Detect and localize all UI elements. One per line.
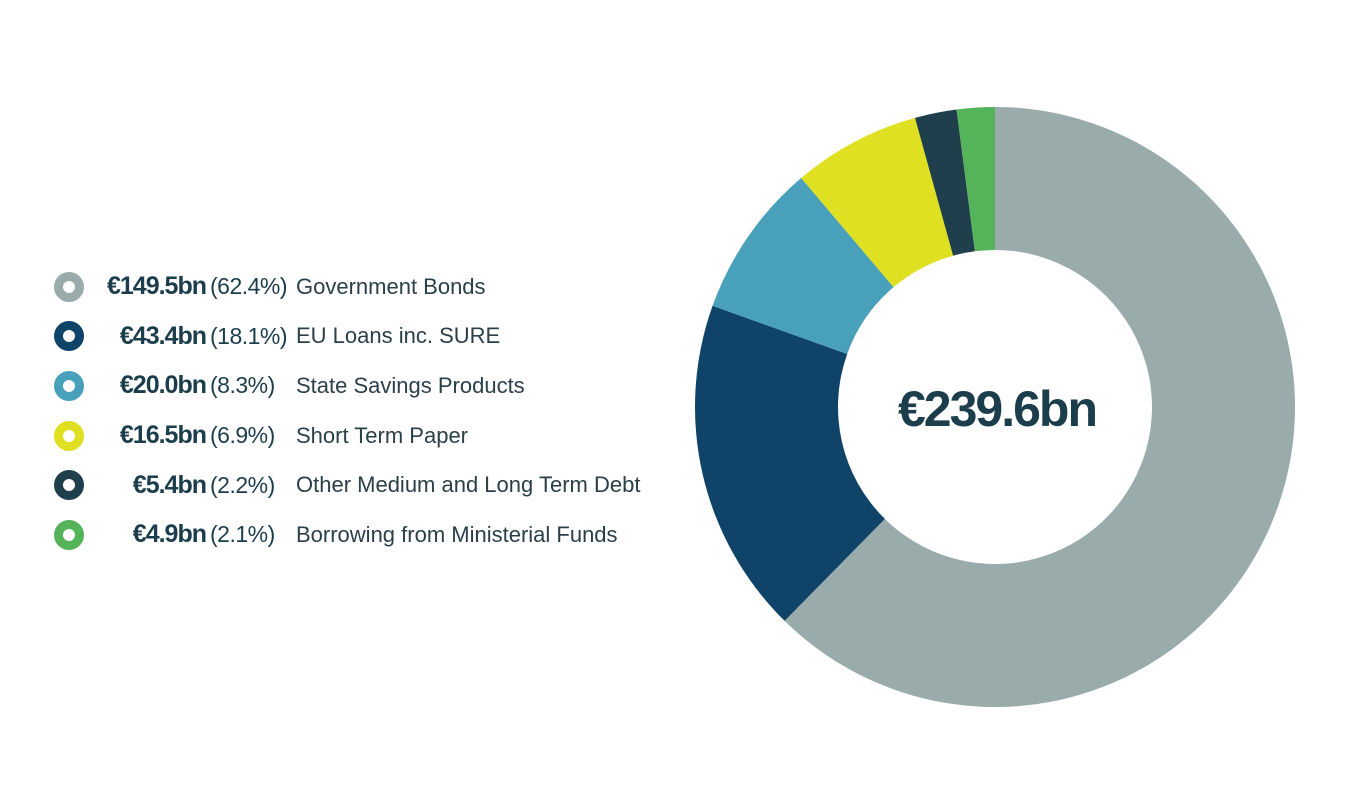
legend-swatch [54,321,84,352]
donut-slices [695,107,1296,707]
donut-center-total: €239.6bn [898,381,1096,437]
legend-value: €4.9bn [132,520,207,549]
legend-value: €20.0bn [119,371,207,400]
donut-slice-borrowing-from-ministerial-funds [956,107,995,252]
legend-value: €43.4bn [119,321,207,350]
legend-label: Short Term Paper [296,422,469,448]
legend-label: Other Medium and Long Term Debt [296,472,641,498]
legend-percent: (8.3%) [210,372,275,399]
legend-percent: (18.1%) [210,322,288,349]
legend-item-short-term-paper: €16.5bn (6.9%) Short Term Paper [54,411,640,461]
chart-legend: €149.5bn (62.4%) Government Bonds €43.4b… [54,262,640,560]
legend-swatch [54,271,84,302]
legend-item-other-debt: €5.4bn (2.2%) Other Medium and Long Term… [54,460,640,510]
legend-item-government-bonds: €149.5bn (62.4%) Government Bonds [54,262,640,312]
legend-swatch [54,470,84,501]
donut-slice-eu-loans-inc-sure [695,305,885,621]
legend-label: Borrowing from Ministerial Funds [296,521,618,547]
legend-swatch [54,420,84,451]
legend-percent: (2.2%) [210,471,275,498]
legend-label: EU Loans inc. SURE [296,323,501,349]
donut-slice-state-savings-products [712,178,894,355]
legend-swatch [54,519,84,550]
legend-item-ministerial-funds: €4.9bn (2.1%) Borrowing from Ministerial… [54,510,640,560]
legend-percent: (2.1%) [210,521,275,548]
legend-item-eu-loans: €43.4bn (18.1%) EU Loans inc. SURE [54,312,640,362]
donut-slice-government-bonds [784,107,1296,707]
donut-slice-other-medium-and-long-term-debt [914,109,975,256]
legend-swatch [54,370,84,401]
legend-value: €149.5bn [106,272,207,301]
legend-percent: (6.9%) [210,422,275,449]
legend-percent: (62.4%) [210,273,288,300]
donut-slice-short-term-paper [801,117,954,288]
legend-value: €5.4bn [132,470,207,499]
legend-label: Government Bonds [296,273,486,299]
legend-label: State Savings Products [296,372,525,398]
legend-item-state-savings: €20.0bn (8.3%) State Savings Products [54,361,640,411]
legend-value: €16.5bn [119,421,207,450]
